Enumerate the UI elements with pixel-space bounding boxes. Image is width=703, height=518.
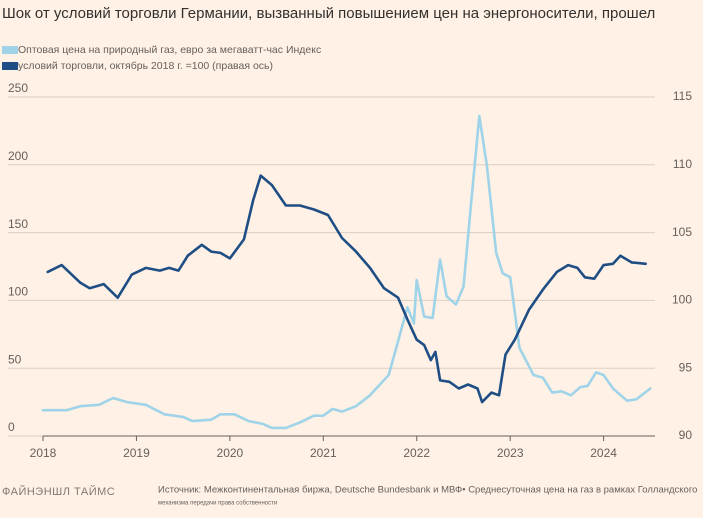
y2-tick-label: 105 — [672, 225, 692, 239]
series-line — [41, 114, 652, 430]
y2-tick-label: 110 — [673, 157, 692, 171]
x-tick-label: 2021 — [310, 446, 337, 460]
y-tick-label: 0 — [8, 420, 15, 434]
chart-title: Шок от условий торговли Германии, вызван… — [2, 5, 655, 22]
y-tick-label: 150 — [8, 217, 28, 231]
y-tick-label: 50 — [8, 352, 22, 366]
x-tick-label: 2018 — [30, 446, 57, 460]
y2-tick-label: 115 — [673, 89, 692, 103]
y2-tick-label: 95 — [679, 360, 693, 374]
x-tick-label: 2023 — [497, 446, 524, 460]
x-tick-label: 2022 — [403, 446, 430, 460]
note: механизма передачи права собственности — [158, 501, 277, 507]
source: Источник: Межконтинентальная биржа, Deut… — [158, 485, 697, 496]
legend-swatch — [2, 46, 18, 54]
y-tick-label: 200 — [8, 149, 28, 163]
x-tick-label: 2019 — [123, 446, 150, 460]
y-tick-label: 250 — [8, 81, 28, 95]
y2-tick-label: 90 — [679, 428, 693, 442]
series-line — [46, 174, 647, 404]
legend-label: Оптовая цена на природный газ, евро за м… — [18, 44, 321, 56]
brand: ФАЙНЭНШЛ ТАЙМС — [2, 485, 115, 498]
x-tick-label: 2024 — [590, 446, 617, 460]
y2-tick-label: 100 — [672, 293, 692, 307]
legend-swatch — [2, 62, 18, 70]
x-tick-label: 2020 — [217, 446, 244, 460]
y-tick-label: 100 — [8, 285, 28, 299]
legend-label: условий торговли, октябрь 2018 г. =100 (… — [18, 60, 273, 72]
